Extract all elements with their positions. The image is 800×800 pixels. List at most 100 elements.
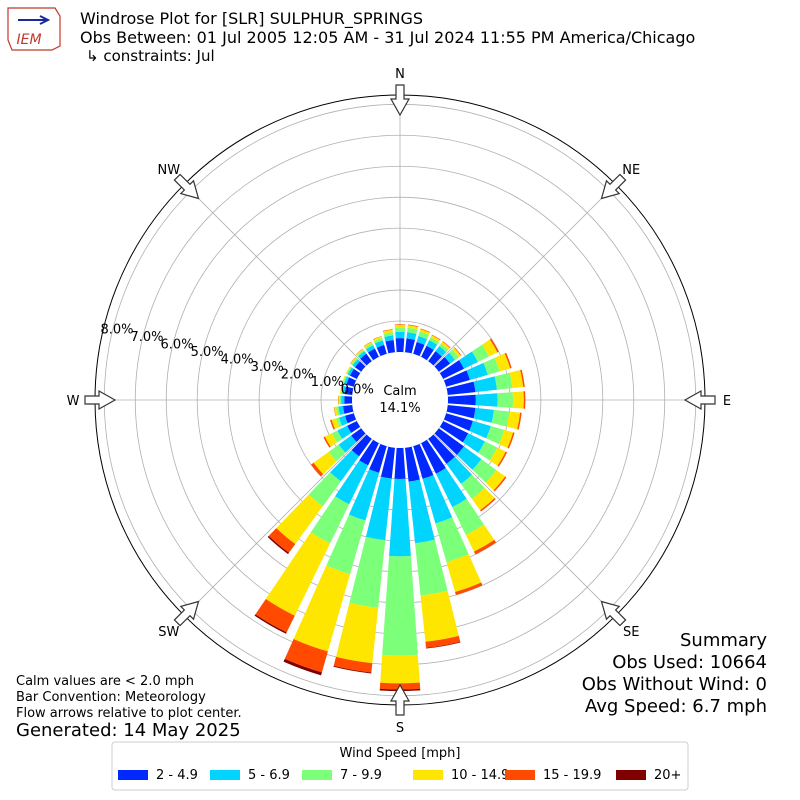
- bar-segment: [356, 349, 365, 357]
- flow-arrow: [84, 389, 117, 411]
- bar-segment: [394, 324, 406, 325]
- bar-segment: [373, 336, 383, 342]
- flow-arrow-shape: [173, 600, 200, 627]
- bar-segment: [284, 639, 328, 673]
- logo-icon: [18, 15, 51, 25]
- bar-segment: [395, 338, 405, 353]
- bar-segment: [395, 331, 405, 339]
- bar-segment: [416, 336, 428, 345]
- bar-segment: [499, 429, 514, 448]
- grid-spoke: [184, 433, 367, 616]
- bar-segment: [373, 338, 383, 344]
- calm-label: Calm: [383, 384, 416, 399]
- bar-segment: [337, 425, 352, 439]
- bar-segment: [346, 377, 357, 387]
- bar-segment: [364, 343, 374, 350]
- bar-segment: [268, 528, 296, 553]
- bar-segment: [523, 391, 526, 409]
- bar-segment: [421, 345, 434, 361]
- bar-segment: [374, 340, 385, 348]
- bar-segment: [342, 385, 346, 395]
- bar-segment: [428, 351, 442, 366]
- bar-segment: [372, 336, 382, 340]
- bar-segment: [333, 406, 336, 417]
- bar-segment: [383, 332, 394, 337]
- bar-segment: [456, 446, 482, 470]
- bar-segment: [255, 598, 295, 633]
- bar-segment: [356, 348, 364, 356]
- bar-segment: [452, 498, 484, 535]
- grid-spoke: [184, 184, 367, 367]
- bar-segment: [380, 446, 395, 479]
- bar-segment: [342, 375, 347, 384]
- bar-segment: [310, 496, 350, 544]
- compass-label: E: [723, 394, 731, 409]
- bar-segment: [338, 395, 340, 405]
- bar-segment: [434, 356, 451, 372]
- bar-segment: [489, 338, 499, 353]
- bar-segment: [435, 468, 467, 508]
- bar-segment: [336, 406, 340, 416]
- bar-segment: [418, 331, 429, 340]
- bar-segment: [494, 353, 511, 372]
- bar-segment: [405, 338, 415, 354]
- bar-segment: [384, 335, 394, 342]
- bar-segment: [345, 366, 351, 374]
- bar-segment: [324, 433, 338, 447]
- bar-segment: [455, 582, 483, 595]
- r-tick-label: 4.0%: [221, 352, 254, 367]
- note: Bar Convention: Meteorology: [16, 690, 206, 705]
- chart-title: Windrose Plot for [SLR] SULPHUR_SPRINGS: [80, 9, 423, 29]
- bar-segment: [482, 339, 498, 357]
- bar-segment: [413, 341, 425, 357]
- bar-segment: [419, 329, 430, 335]
- legend-swatch: [210, 770, 240, 780]
- bar-segment: [333, 665, 372, 674]
- flow-arrow: [389, 84, 411, 117]
- bar-segment: [421, 439, 446, 474]
- bar-segment: [439, 343, 449, 353]
- compass-label: SW: [158, 625, 179, 640]
- bar-segment: [446, 456, 473, 484]
- bar-segment: [338, 405, 345, 415]
- bar-segment: [254, 614, 287, 634]
- bar-segment: [350, 357, 357, 365]
- flow-arrow: [600, 600, 627, 627]
- bar-segment: [517, 412, 522, 430]
- bar-segment: [426, 641, 461, 649]
- flow-arrow-shape: [600, 600, 627, 627]
- note: Calm values are < 2.0 mph: [16, 674, 194, 689]
- summary-line: Avg Speed: 6.7 mph: [585, 696, 767, 717]
- flow-arrow-shape: [683, 389, 716, 411]
- bar-segment: [389, 478, 411, 557]
- legend-swatch: [118, 770, 148, 780]
- r-tick-label: 6.0%: [161, 337, 194, 352]
- bar-segment: [413, 443, 434, 479]
- flow-arrow: [600, 173, 627, 200]
- bar-segment: [442, 341, 451, 349]
- bar-segment: [507, 432, 515, 449]
- legend-label: 20+: [654, 768, 681, 783]
- r-tick-label: 7.0%: [130, 330, 163, 345]
- bar-segment: [331, 418, 340, 429]
- flow-arrow: [683, 389, 716, 411]
- compass-label: SE: [623, 625, 639, 640]
- bar-segment: [338, 435, 357, 453]
- bar-segment: [355, 348, 363, 355]
- bar-segment: [440, 341, 451, 350]
- bar-segment: [382, 329, 393, 332]
- bar-segment: [311, 462, 324, 477]
- logo: IEM: [7, 7, 61, 51]
- bar-segment: [471, 344, 490, 362]
- bar-segment: [454, 347, 462, 356]
- logo-text: IEM: [16, 32, 41, 48]
- r-tick-label: 5.0%: [191, 345, 224, 360]
- r-tick-label: 8.0%: [100, 322, 133, 337]
- summary-heading: Summary: [680, 630, 767, 651]
- bar-segment: [394, 327, 406, 333]
- legend-swatch: [616, 770, 646, 780]
- r-tick-label: 1.0%: [311, 375, 344, 390]
- bar-segment: [339, 385, 343, 394]
- bar-segment: [489, 447, 506, 466]
